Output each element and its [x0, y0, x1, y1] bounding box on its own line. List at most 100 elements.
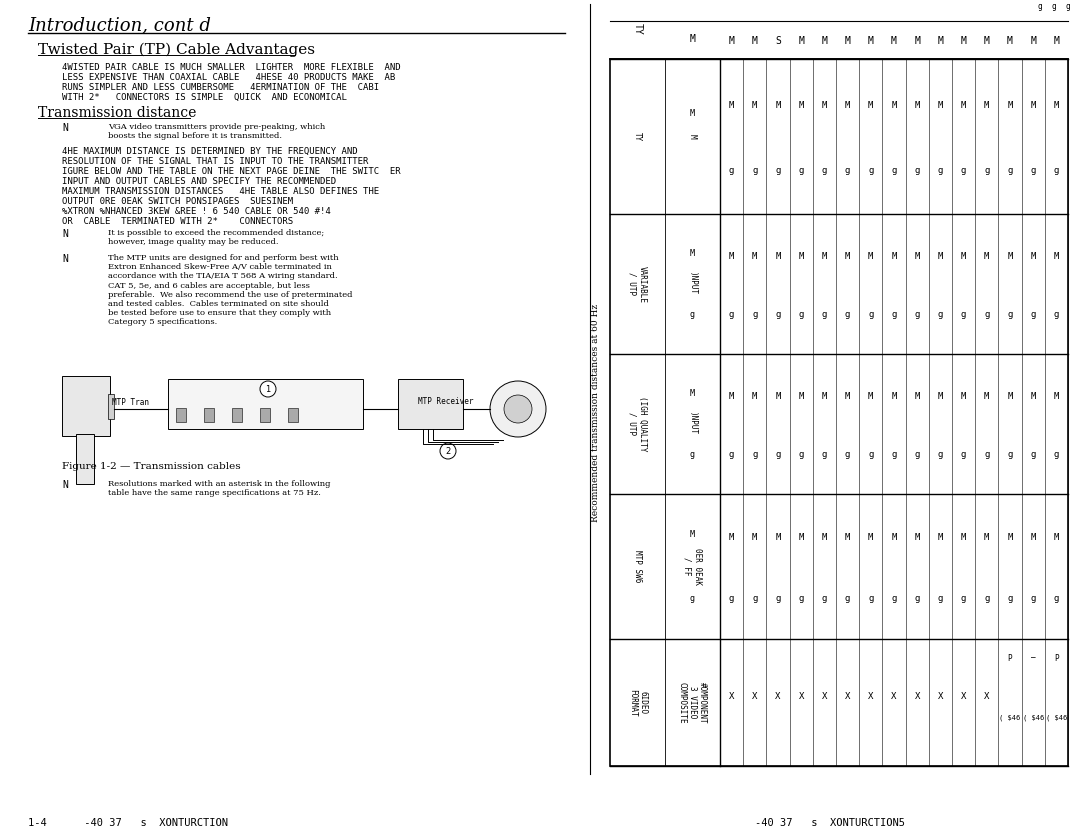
- Text: )NPUT: )NPUT: [688, 413, 697, 435]
- Text: 0ER 0EAK
/ FF: 0ER 0EAK / FF: [683, 548, 702, 585]
- Bar: [176, 408, 186, 422]
- Text: g: g: [822, 594, 827, 603]
- Text: X: X: [798, 691, 804, 701]
- Text: MTP Receiver: MTP Receiver: [418, 397, 473, 406]
- Text: M: M: [1030, 533, 1036, 542]
- Text: g: g: [729, 594, 734, 603]
- Text: M: M: [937, 36, 943, 46]
- Text: TY: TY: [633, 132, 642, 141]
- Text: N: N: [62, 480, 68, 490]
- Text: M: M: [961, 36, 967, 46]
- Text: g: g: [845, 166, 850, 175]
- Text: M: M: [775, 533, 781, 542]
- Text: M: M: [752, 391, 757, 400]
- Circle shape: [260, 381, 276, 397]
- Text: M: M: [798, 391, 804, 400]
- Text: M: M: [752, 252, 757, 260]
- Bar: [720, 354, 1068, 494]
- Text: g: g: [690, 450, 696, 460]
- Text: g: g: [690, 594, 696, 603]
- Text: M: M: [729, 533, 734, 542]
- Text: g: g: [822, 166, 827, 175]
- Bar: [288, 408, 298, 422]
- Text: M: M: [798, 533, 804, 542]
- Text: M: M: [1008, 252, 1013, 260]
- Text: WITH 2*   CONNECTORS IS SIMPLE  QUICK  AND ECONOMICAL: WITH 2* CONNECTORS IS SIMPLE QUICK AND E…: [62, 93, 347, 102]
- Text: MTP SW6: MTP SW6: [633, 550, 642, 583]
- Text: It is possible to exceed the recommended distance;
however, image quality may be: It is possible to exceed the recommended…: [108, 229, 324, 246]
- Text: 4WISTED PAIR CABLE IS MUCH SMALLER  LIGHTER  MORE FLEXIBLE  AND: 4WISTED PAIR CABLE IS MUCH SMALLER LIGHT…: [62, 63, 401, 72]
- Text: OR  CABLE  TERMINATED WITH 2*    CONNECTORS: OR CABLE TERMINATED WITH 2* CONNECTORS: [62, 217, 293, 226]
- Text: INPUT AND OUTPUT CABLES AND SPECIFY THE RECOMMENDED: INPUT AND OUTPUT CABLES AND SPECIFY THE …: [62, 177, 336, 186]
- Text: M: M: [822, 533, 827, 542]
- Text: 6IDEO
FORMAT: 6IDEO FORMAT: [627, 689, 647, 716]
- Text: M: M: [798, 101, 804, 110]
- Text: g: g: [868, 450, 874, 460]
- Text: M: M: [775, 391, 781, 400]
- Text: M: M: [690, 249, 696, 258]
- Text: g: g: [1008, 450, 1013, 460]
- Text: MAXIMUM TRANSMISSION DISTANCES   4HE TABLE ALSO DEFINES THE: MAXIMUM TRANSMISSION DISTANCES 4HE TABLE…: [62, 187, 379, 196]
- Text: M: M: [1053, 36, 1059, 46]
- Text: X: X: [868, 691, 874, 701]
- Text: M: M: [984, 101, 989, 110]
- Circle shape: [504, 395, 532, 423]
- Text: M: M: [961, 533, 967, 542]
- Text: g: g: [752, 450, 757, 460]
- Text: M: M: [1054, 252, 1059, 260]
- Text: g: g: [1054, 166, 1059, 175]
- Text: Twisted Pair (TP) Cable Advantages: Twisted Pair (TP) Cable Advantages: [38, 43, 315, 58]
- Text: 2: 2: [445, 446, 450, 455]
- Bar: [232, 408, 242, 422]
- Text: g: g: [1066, 2, 1070, 11]
- Text: M: M: [1030, 391, 1036, 400]
- Text: RUNS SIMPLER AND LESS CUMBERSOME   4ERMINATION OF THE  CABI: RUNS SIMPLER AND LESS CUMBERSOME 4ERMINA…: [62, 83, 379, 92]
- Text: M: M: [822, 101, 827, 110]
- Text: M: M: [729, 36, 734, 46]
- Text: g: g: [1038, 2, 1042, 11]
- Bar: [720, 639, 1068, 766]
- Text: g: g: [729, 310, 734, 319]
- Text: g: g: [961, 310, 967, 319]
- Text: M: M: [915, 252, 920, 260]
- Text: g: g: [891, 310, 896, 319]
- Text: X: X: [729, 691, 734, 701]
- Text: X: X: [984, 691, 989, 701]
- Text: g: g: [1030, 450, 1036, 460]
- Text: M: M: [891, 101, 896, 110]
- Text: #OMPONENT
3 VIDEO
COMPOSITE: #OMPONENT 3 VIDEO COMPOSITE: [677, 681, 707, 723]
- Text: g: g: [961, 450, 967, 460]
- Text: M: M: [798, 252, 804, 260]
- Text: M: M: [1054, 533, 1059, 542]
- Text: M: M: [868, 252, 874, 260]
- Text: g: g: [1030, 594, 1036, 603]
- Text: g: g: [845, 310, 850, 319]
- Text: M: M: [688, 134, 697, 138]
- Text: g: g: [690, 310, 696, 319]
- Text: M: M: [961, 391, 967, 400]
- Text: g: g: [1030, 166, 1036, 175]
- Bar: [720, 214, 1068, 354]
- Text: M: M: [845, 36, 851, 46]
- Bar: [204, 408, 214, 422]
- Text: g: g: [775, 310, 781, 319]
- Text: M: M: [868, 391, 874, 400]
- Text: M: M: [689, 34, 696, 44]
- Text: M: M: [845, 391, 850, 400]
- Text: N: N: [62, 254, 68, 264]
- Text: g: g: [1008, 166, 1013, 175]
- Text: M: M: [915, 391, 920, 400]
- Text: g: g: [729, 450, 734, 460]
- Text: P: P: [1054, 654, 1058, 662]
- Text: ( $46: ( $46: [1023, 715, 1044, 721]
- Text: M: M: [1030, 101, 1036, 110]
- Text: %XTRON %NHANCED 3KEW &REE ! 6 540 CABLE OR 540 #!4: %XTRON %NHANCED 3KEW &REE ! 6 540 CABLE …: [62, 207, 330, 216]
- Text: g: g: [1054, 310, 1059, 319]
- Text: M: M: [891, 252, 896, 260]
- Text: M: M: [937, 533, 943, 542]
- Text: IGURE BELOW AND THE TABLE ON THE NEXT PAGE DEINE  THE SWITC  ER: IGURE BELOW AND THE TABLE ON THE NEXT PA…: [62, 167, 401, 176]
- Text: M: M: [915, 36, 920, 46]
- Text: M: M: [891, 36, 896, 46]
- Text: g: g: [984, 450, 989, 460]
- Text: M: M: [984, 36, 989, 46]
